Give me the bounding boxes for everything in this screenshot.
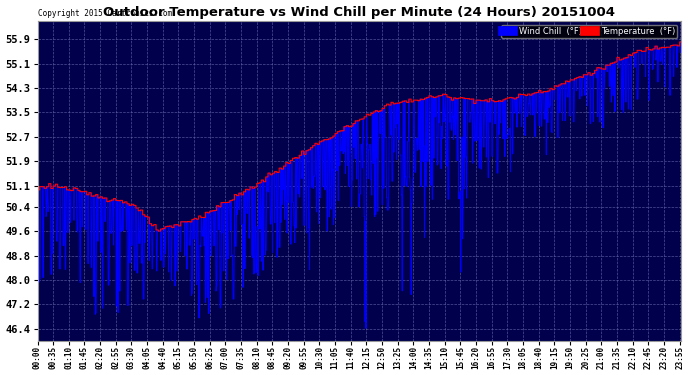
Title: Outdoor Temperature vs Wind Chill per Minute (24 Hours) 20151004: Outdoor Temperature vs Wind Chill per Mi… xyxy=(104,6,615,18)
Legend: Wind Chill  (°F), Temperature  (°F): Wind Chill (°F), Temperature (°F) xyxy=(501,25,678,38)
Text: Copyright 2015 Cartronics.com: Copyright 2015 Cartronics.com xyxy=(37,9,172,18)
